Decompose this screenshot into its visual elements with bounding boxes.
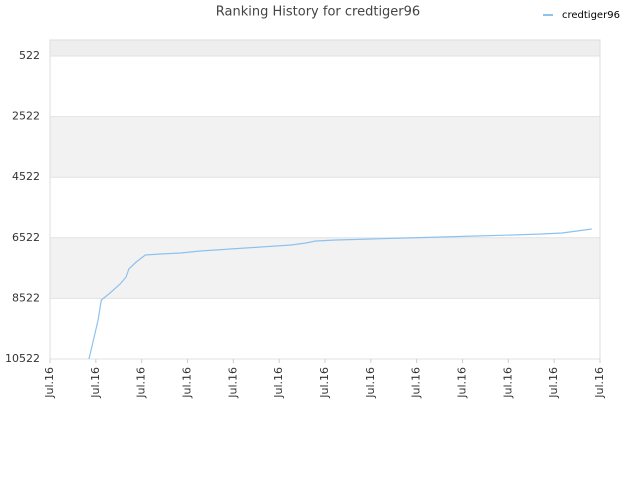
y-tick-label: 4522 — [12, 170, 40, 183]
line — [88, 228, 592, 360]
plot-band — [50, 298, 600, 359]
y-tick-label: 10522 — [5, 352, 40, 365]
x-tick-label: Jul.16 — [593, 367, 606, 399]
y-tick-label: 6522 — [12, 231, 40, 244]
plot-band — [50, 55, 600, 117]
x-tick-label: Jul.16 — [89, 367, 102, 399]
plot-band — [50, 177, 600, 238]
plot-band — [50, 237, 600, 299]
x-tick-label: Jul.16 — [547, 367, 560, 399]
x-tick-label: Jul.16 — [181, 367, 194, 399]
y-tick-label: 2522 — [12, 110, 40, 123]
chart-title: Ranking History for credtiger96 — [216, 5, 420, 20]
x-tick-label: Jul.16 — [226, 367, 239, 399]
y-tick-label: 8522 — [12, 291, 40, 304]
x-tick-label: Jul.16 — [501, 367, 514, 399]
x-tick-label: Jul.16 — [364, 367, 377, 399]
legend-label: credtiger96 — [562, 10, 620, 21]
x-tick-label: Jul.16 — [410, 367, 423, 399]
plot-band — [50, 40, 600, 56]
plot-band — [50, 116, 600, 178]
x-tick-label: Jul.16 — [272, 367, 285, 399]
x-tick-label: Jul.16 — [456, 367, 469, 399]
x-tick-label: Jul.16 — [318, 367, 331, 399]
y-tick-label: 522 — [19, 49, 40, 62]
x-tick-label: Jul.16 — [43, 367, 56, 399]
x-tick-label: Jul.16 — [135, 367, 148, 399]
